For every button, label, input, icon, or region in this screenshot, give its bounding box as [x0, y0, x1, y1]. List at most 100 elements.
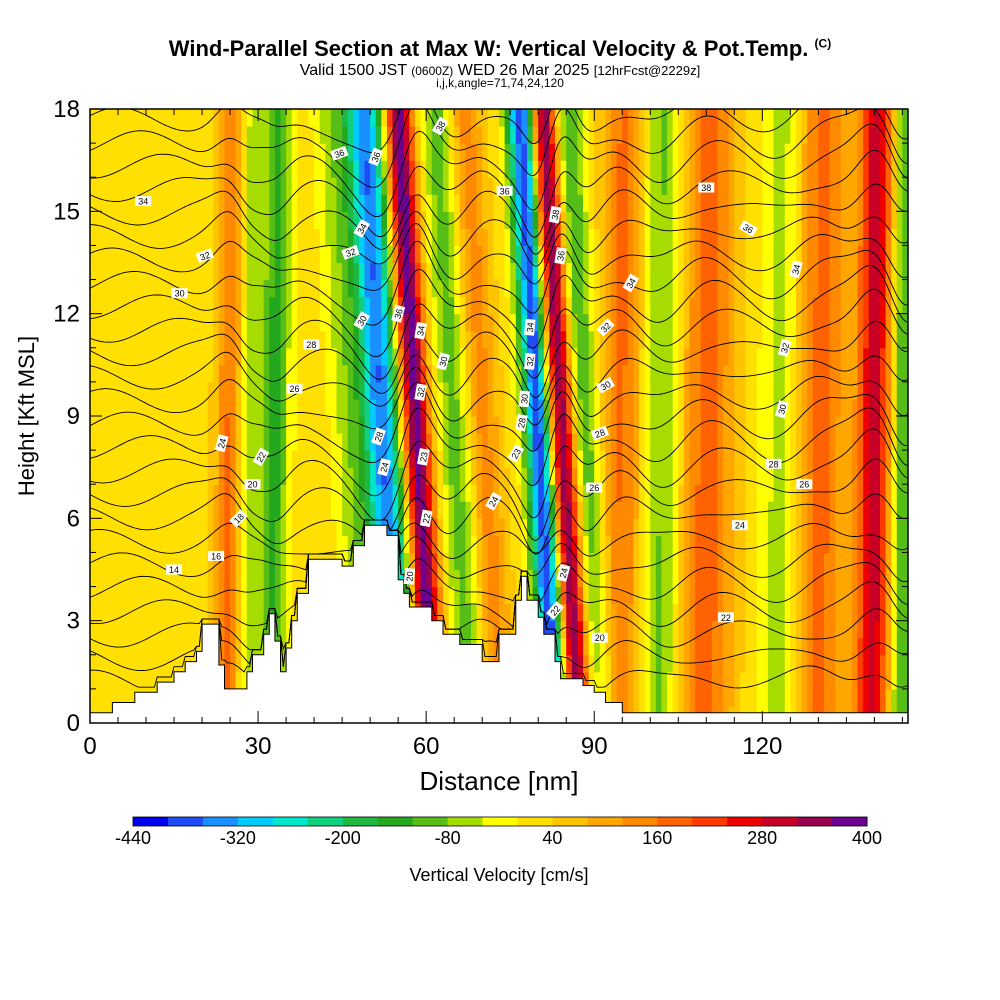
velocity-cell — [611, 364, 618, 383]
velocity-cell — [146, 279, 153, 298]
velocity-cell — [611, 671, 618, 690]
velocity-cell — [611, 467, 618, 485]
velocity-cell — [549, 347, 556, 366]
velocity-cell — [672, 381, 679, 400]
velocity-cell — [409, 535, 416, 554]
velocity-cell — [118, 347, 125, 366]
velocity-cell — [504, 330, 511, 349]
velocity-cell — [706, 603, 713, 622]
velocity-cell — [751, 637, 758, 656]
velocity-cell — [521, 450, 528, 468]
velocity-cell — [207, 228, 214, 247]
velocity-cell — [482, 433, 489, 451]
velocity-cell — [583, 620, 590, 639]
velocity-cell — [118, 143, 125, 161]
velocity-cell — [330, 296, 338, 315]
velocity-cell — [420, 484, 427, 502]
velocity-cell — [291, 177, 298, 195]
velocity-cell — [566, 433, 573, 451]
velocity-cell — [174, 296, 181, 315]
velocity-cell — [101, 654, 108, 673]
velocity-cell — [499, 194, 506, 212]
velocity-cell — [661, 484, 668, 502]
velocity-cell — [291, 296, 298, 315]
velocity-cell — [442, 262, 450, 281]
velocity-cell — [151, 211, 158, 229]
velocity-cell — [835, 450, 842, 468]
velocity-cell — [795, 586, 803, 605]
velocity-cell — [302, 381, 310, 400]
velocity-cell — [751, 109, 758, 127]
velocity-cell — [364, 126, 371, 144]
velocity-cell — [566, 654, 573, 673]
velocity-cell — [398, 109, 405, 127]
velocity-cell — [667, 535, 674, 554]
velocity-cell — [470, 126, 478, 144]
velocity-cell — [420, 143, 427, 161]
velocity-cell — [689, 552, 696, 571]
velocity-cell — [835, 160, 842, 178]
velocity-cell — [779, 569, 786, 588]
velocity-cell — [784, 364, 791, 383]
velocity-cell — [476, 194, 483, 212]
velocity-cell — [510, 603, 517, 622]
velocity-cell — [504, 228, 511, 247]
velocity-cell — [190, 518, 198, 536]
velocity-cell — [510, 467, 517, 485]
velocity-cell — [476, 569, 483, 588]
velocity-cell — [291, 279, 298, 298]
velocity-cell — [286, 450, 293, 468]
velocity-cell — [667, 518, 674, 536]
velocity-cell — [639, 535, 646, 554]
velocity-cell — [644, 160, 651, 178]
velocity-cell — [146, 450, 153, 468]
velocity-cell — [790, 603, 797, 622]
velocity-cell — [162, 177, 170, 195]
velocity-cell — [252, 313, 259, 332]
velocity-cell — [532, 126, 539, 144]
velocity-cell — [224, 552, 231, 571]
velocity-cell — [779, 262, 786, 281]
velocity-cell — [605, 177, 612, 195]
velocity-cell — [241, 501, 248, 519]
velocity-cell — [627, 313, 635, 332]
velocity-cell — [840, 381, 847, 400]
velocity-cell — [409, 364, 416, 383]
velocity-cell — [185, 535, 192, 554]
velocity-cell — [795, 688, 803, 707]
velocity-cell — [823, 569, 831, 588]
velocity-cell — [717, 518, 724, 536]
velocity-cell — [577, 433, 584, 451]
velocity-cell — [375, 194, 382, 212]
velocity-cell — [515, 433, 523, 451]
velocity-cell — [577, 109, 584, 127]
velocity-cell — [224, 535, 231, 554]
velocity-cell — [218, 143, 226, 161]
velocity-cell — [756, 467, 763, 485]
velocity-cell — [835, 109, 842, 127]
velocity-cell — [398, 501, 405, 519]
velocity-cell — [661, 228, 668, 247]
velocity-cell — [123, 296, 130, 315]
velocity-cell — [543, 194, 551, 212]
velocity-cell — [487, 586, 494, 605]
velocity-cell — [190, 569, 198, 588]
velocity-cell — [627, 364, 635, 383]
velocity-cell — [112, 501, 119, 519]
velocity-cell — [202, 484, 209, 502]
velocity-cell — [773, 347, 780, 366]
velocity-cell — [823, 296, 831, 315]
velocity-cell — [538, 262, 545, 281]
velocity-cell — [560, 620, 567, 639]
velocity-cell — [129, 228, 136, 247]
velocity-cell — [414, 262, 422, 281]
velocity-cell — [829, 501, 836, 519]
velocity-cell — [263, 330, 270, 349]
velocity-cell — [202, 194, 209, 212]
velocity-cell — [106, 535, 114, 554]
velocity-cell — [739, 262, 747, 281]
velocity-cell — [667, 330, 674, 349]
velocity-cell — [487, 279, 494, 298]
velocity-cell — [566, 518, 573, 536]
velocity-cell — [381, 194, 388, 212]
